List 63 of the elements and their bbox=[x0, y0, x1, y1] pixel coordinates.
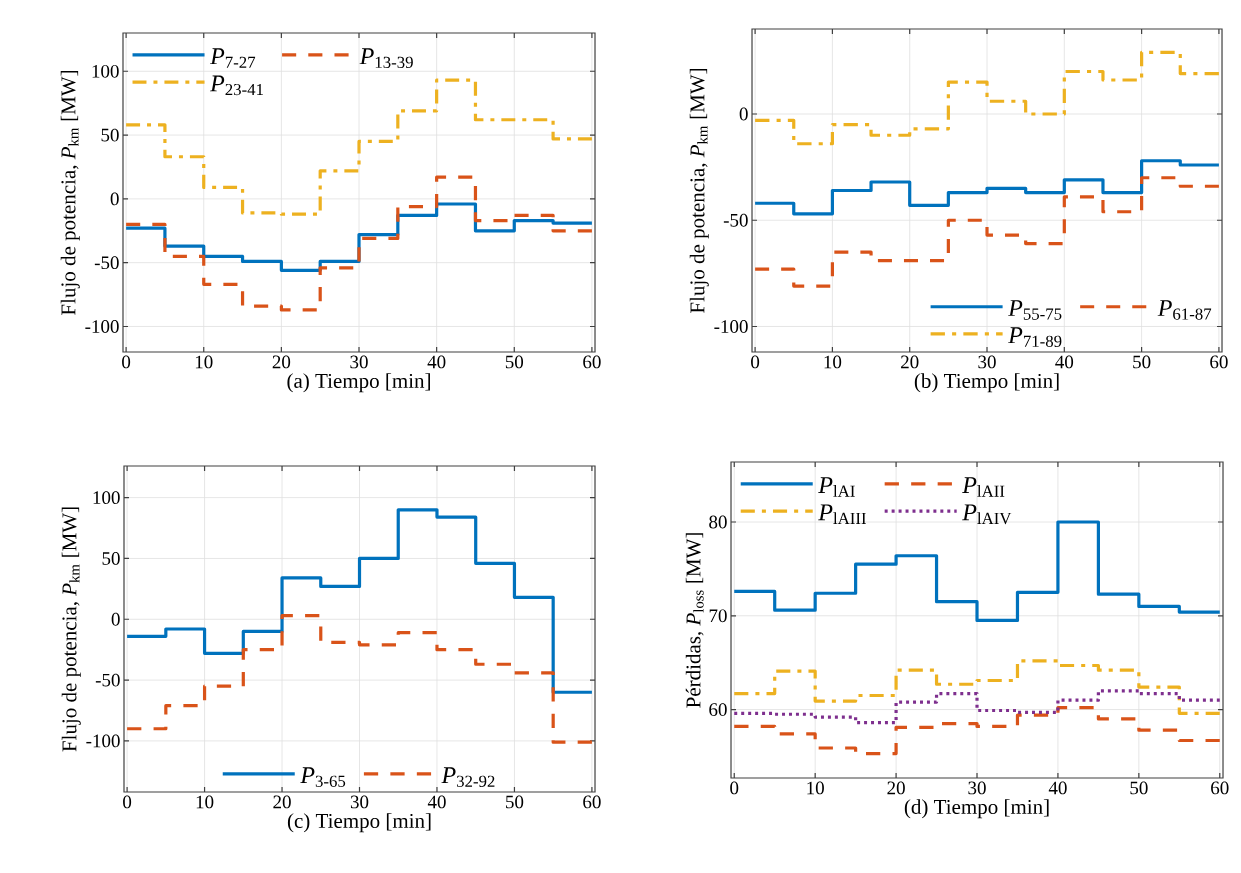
x-tick-label: 40 bbox=[427, 355, 446, 369]
x-axis-title: (a) Tiempo [min] bbox=[287, 373, 430, 393]
legend-label: P$_{lAIII}$ bbox=[818, 504, 866, 524]
legend-label: P$_{lAII}$ bbox=[962, 477, 1005, 497]
y-tick-label: 100 bbox=[92, 64, 119, 78]
y-axis-title: Flujo de potencia, P$_{km}$ [MW] bbox=[689, 68, 709, 313]
x-tick-label: 50 bbox=[506, 795, 524, 809]
legend-label: P$_{55-75}$ bbox=[1008, 300, 1062, 320]
x-tick-label: 40 bbox=[1055, 355, 1074, 369]
y-tick-label: -100 bbox=[86, 734, 120, 748]
x-tick-label: 20 bbox=[901, 355, 919, 369]
x-axis-title: (b) Tiempo [min] bbox=[914, 373, 1059, 393]
y-axis-title: Flujo de potencia, P$_{km}$ [MW] bbox=[61, 507, 81, 752]
x-axis-title: (c) Tiempo [min] bbox=[287, 813, 431, 833]
x-tick-label: 20 bbox=[273, 795, 291, 809]
x-tick-label: 10 bbox=[824, 355, 842, 369]
x-tick-label: 60 bbox=[583, 795, 601, 809]
legend-label: P$_{lAIV}$ bbox=[962, 504, 1012, 525]
y-tick-label: 70 bbox=[709, 609, 727, 623]
y-tick-label: 60 bbox=[709, 703, 727, 716]
y-tick-label: 0 bbox=[111, 612, 120, 626]
legend-label: P$_{13-39}$ bbox=[359, 48, 413, 68]
legend-label: P$_{7-27}$ bbox=[210, 48, 256, 68]
x-tick-label: 40 bbox=[1048, 781, 1067, 795]
y-tick-label: 50 bbox=[102, 552, 120, 565]
x-tick-label: 10 bbox=[807, 781, 824, 795]
legend-label: P$_{3-65}$ bbox=[300, 767, 346, 787]
x-axis-title: (d) Tiempo [min] bbox=[904, 799, 1049, 819]
y-tick-label: 50 bbox=[101, 128, 119, 142]
x-tick-label: 10 bbox=[196, 795, 214, 809]
y-tick-label: -50 bbox=[95, 673, 120, 687]
y-tick-label: -50 bbox=[723, 213, 748, 227]
y-tick-label: -50 bbox=[94, 256, 119, 270]
x-tick-label: 60 bbox=[1210, 355, 1228, 369]
x-tick-label: 30 bbox=[978, 355, 996, 369]
y-tick-label: -100 bbox=[714, 320, 748, 333]
x-tick-label: 60 bbox=[1211, 781, 1229, 795]
y-axis-title: Flujo de potencia, P$_{km}$ [MW] bbox=[60, 70, 80, 315]
legend-label: P$_{23-41}$ bbox=[210, 75, 263, 96]
x-tick-label: 0 bbox=[122, 355, 131, 369]
x-tick-label: 30 bbox=[350, 355, 368, 369]
y-tick-label: 0 bbox=[110, 192, 119, 206]
y-axis-title: Pérdidas, P$_{loss}$ [MW] bbox=[685, 533, 704, 708]
legend-label: P$_{32-92}$ bbox=[441, 767, 495, 787]
x-tick-label: 10 bbox=[195, 355, 213, 369]
legend-label: P$_{71-89}$ bbox=[1008, 327, 1062, 347]
x-tick-label: 0 bbox=[123, 795, 132, 809]
x-tick-label: 20 bbox=[887, 781, 905, 795]
x-tick-label: 50 bbox=[505, 355, 524, 369]
x-tick-label: 40 bbox=[427, 795, 446, 809]
y-tick-label: 80 bbox=[709, 515, 727, 529]
x-tick-label: 30 bbox=[968, 781, 986, 795]
legend-label: P$_{lAI}$ bbox=[818, 477, 855, 497]
x-tick-label: 50 bbox=[1130, 781, 1148, 795]
y-tick-label: -100 bbox=[85, 320, 119, 333]
y-tick-label: 0 bbox=[739, 107, 748, 121]
y-tick-label: 100 bbox=[93, 491, 120, 505]
x-tick-label: 20 bbox=[272, 355, 291, 369]
x-tick-label: 50 bbox=[1133, 355, 1151, 369]
x-tick-label: 60 bbox=[583, 355, 601, 369]
x-tick-label: 0 bbox=[751, 355, 760, 369]
legend-label: P$_{61-87}$ bbox=[1157, 300, 1212, 320]
x-tick-label: 30 bbox=[350, 795, 369, 809]
